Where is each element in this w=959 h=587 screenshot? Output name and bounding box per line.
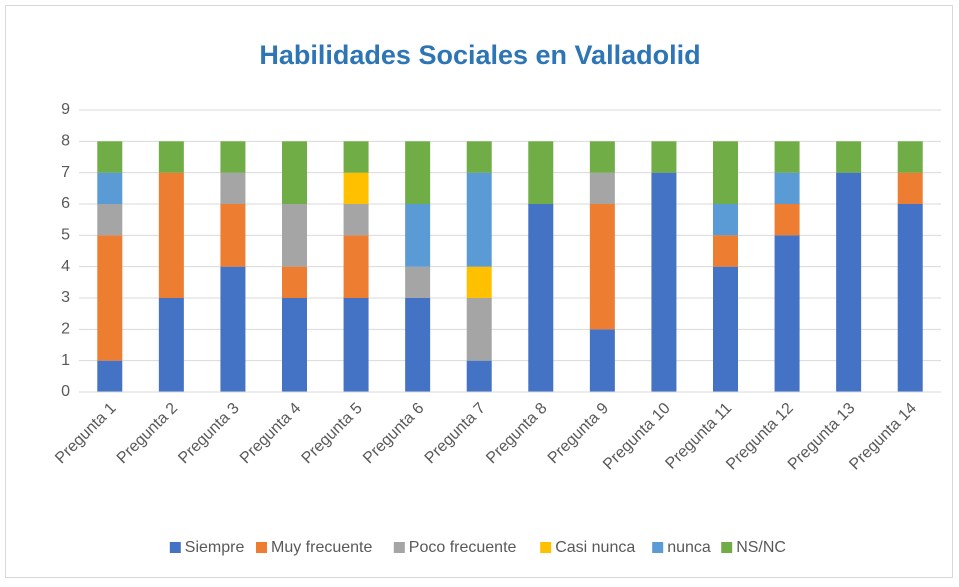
- y-tick-label: 8: [61, 133, 70, 150]
- legend-label: Poco frecuente: [409, 539, 517, 556]
- bar-segment: [713, 204, 738, 236]
- bar-segment: [343, 235, 369, 298]
- bar-segment: [897, 141, 923, 173]
- y-tick-label: 9: [61, 101, 70, 118]
- bar-segment: [836, 172, 862, 392]
- bar-segment: [343, 298, 369, 392]
- y-tick-label: 6: [61, 195, 70, 212]
- y-tick-label: 0: [61, 383, 70, 400]
- bar-segment: [220, 172, 246, 204]
- legend-swatch: [652, 542, 664, 553]
- bar-segment: [466, 298, 492, 361]
- bar-segment: [897, 172, 923, 204]
- bar-segment: [589, 141, 615, 173]
- bar-segment: [405, 266, 431, 298]
- legend-label: nunca: [667, 539, 711, 556]
- bar-segment: [589, 329, 615, 392]
- bar-segment: [713, 266, 738, 392]
- bar-segment: [528, 141, 554, 204]
- y-tick-label: 2: [61, 321, 70, 338]
- bar-segment: [466, 172, 492, 267]
- bar-segment: [774, 141, 800, 173]
- bar-segment: [713, 141, 738, 204]
- bar-segment: [466, 266, 492, 298]
- bar-segment: [343, 204, 369, 236]
- bar-segment: [97, 141, 123, 173]
- bar-segment: [158, 298, 184, 392]
- bar-segment: [220, 141, 246, 173]
- bar-segment: [343, 172, 369, 204]
- bar-segment: [651, 172, 677, 392]
- y-tick-label: 4: [61, 258, 70, 275]
- bar-segment: [282, 204, 307, 267]
- y-tick-label: 3: [61, 289, 70, 306]
- bar-segment: [158, 141, 184, 173]
- bar-segment: [97, 235, 123, 361]
- legend-label: Casi nunca: [555, 539, 635, 556]
- legend-label: NS/NC: [736, 539, 786, 556]
- bar-segment: [405, 141, 431, 204]
- bar-segment: [220, 204, 246, 267]
- bar-segment: [97, 360, 123, 392]
- bar-segment: [774, 204, 800, 236]
- legend-swatch: [256, 542, 267, 553]
- y-tick-label: 7: [61, 164, 70, 181]
- bar-segment: [836, 141, 862, 173]
- bar-segment: [651, 141, 677, 173]
- y-tick-label: 5: [61, 227, 70, 244]
- bar-segment: [282, 141, 307, 204]
- bar-segment: [405, 204, 431, 267]
- bar-segment: [897, 204, 923, 392]
- bar-segment: [158, 172, 184, 298]
- legend-label: Muy frecuente: [271, 539, 372, 556]
- bar-segment: [405, 298, 431, 392]
- bar-segment: [466, 360, 492, 392]
- bar-segment: [589, 172, 615, 204]
- bar-segment: [466, 141, 492, 173]
- legend-swatch: [721, 542, 733, 553]
- bar-segment: [282, 266, 307, 298]
- legend-swatch: [393, 542, 405, 553]
- y-tick-label: 1: [61, 352, 70, 369]
- bar-segment: [589, 204, 615, 330]
- bar-segment: [528, 204, 554, 392]
- bar-segment: [282, 298, 307, 392]
- bar-segment: [774, 235, 800, 392]
- legend-label: Siempre: [185, 539, 245, 556]
- bar-segment: [220, 266, 246, 392]
- bar-segment: [97, 204, 123, 236]
- bar-segment: [713, 235, 738, 267]
- legend-swatch: [169, 542, 181, 553]
- legend-swatch: [540, 542, 552, 553]
- chart-title: Habilidades Sociales en Valladolid: [259, 40, 700, 70]
- bar-segment: [343, 141, 369, 173]
- bar-segment: [774, 172, 800, 204]
- bar-segment: [97, 172, 123, 204]
